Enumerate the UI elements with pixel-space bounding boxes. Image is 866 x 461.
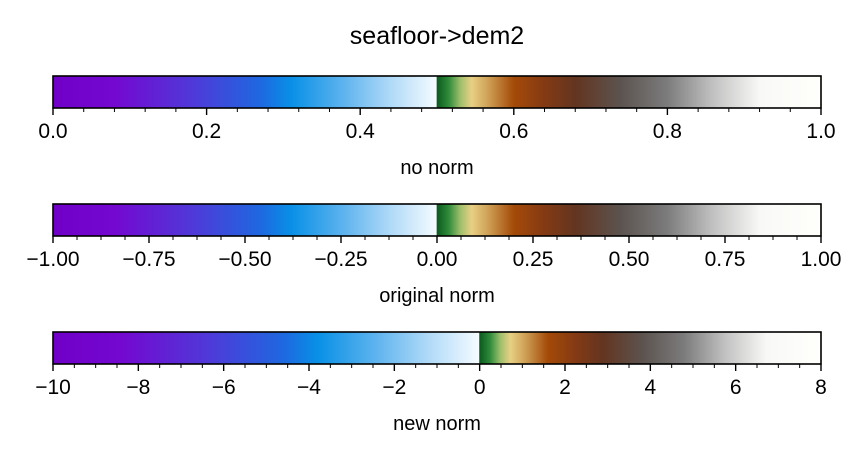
axis-label: new norm	[393, 413, 481, 435]
colorbar-gradient	[53, 76, 821, 108]
tick-label: −10	[35, 376, 71, 399]
tick-label: 0.4	[346, 120, 376, 143]
tick-label: 0	[474, 376, 486, 399]
colorbar-2: −1.00 −0.75 −0.50 −0.25 0.00 0.25 0.50 0.75 1.00…	[26, 203, 842, 307]
tick-label: 0.8	[653, 120, 682, 143]
tick-label: 6	[730, 376, 742, 399]
tick-label: 0.2	[192, 120, 221, 143]
colorbar-1: 0.0 0.2 0.4 0.6 0.8 1.0 no norm	[38, 75, 836, 179]
colorbar-outline	[52, 75, 822, 109]
tick-label: 0.00	[417, 248, 458, 271]
tick-label: 0.50	[609, 248, 650, 271]
tick-label: 1.00	[801, 248, 842, 271]
chart-title: seafloor->dem2	[350, 22, 524, 50]
tick-label: −0.75	[122, 248, 175, 271]
tick-label: 1.0	[806, 120, 835, 143]
tick-label: 8	[815, 376, 827, 399]
colorbar-gradient	[53, 332, 821, 364]
tick-label: 0.25	[513, 248, 554, 271]
tick-label: −4	[297, 376, 321, 399]
colorbar-gradient	[53, 204, 821, 236]
tick-label: 0.6	[499, 120, 528, 143]
tick-label: −0.50	[218, 248, 271, 271]
axis-label: original norm	[379, 285, 495, 307]
tick-label: −6	[212, 376, 236, 399]
tick-label: −8	[126, 376, 150, 399]
tick-label: −2	[382, 376, 406, 399]
tick-label: 0.75	[705, 248, 746, 271]
tick-label: 4	[644, 376, 656, 399]
tick-label: −1.00	[26, 248, 79, 271]
axis-label: no norm	[400, 157, 473, 179]
tick-label: 0.0	[38, 120, 67, 143]
tick-label: −0.25	[314, 248, 367, 271]
tick-label: 2	[559, 376, 571, 399]
colorbar-3: −10 −8 −6 −4 −2 0 2 4 6 8 new norm	[35, 331, 827, 435]
